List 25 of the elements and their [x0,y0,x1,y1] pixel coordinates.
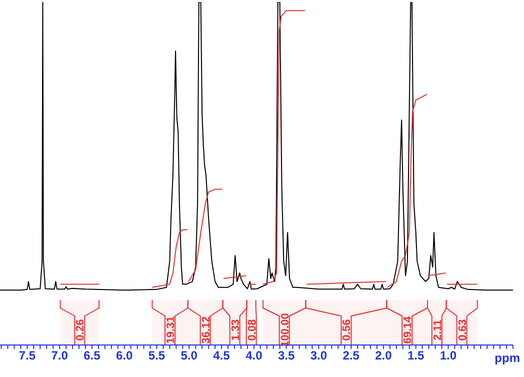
band-label: 100.00 [279,313,292,347]
x-tick-label: 5.5 [148,348,166,363]
x-tick-label: 3.5 [278,348,295,363]
x-tick-label: 4.5 [213,348,230,363]
band-label: 36.12 [200,316,212,344]
x-tick-label: 7.0 [51,348,68,363]
band-label: 0.63 [456,319,469,341]
x-tick-label: 3.0 [310,348,328,363]
band-label: 1.33 [230,319,242,341]
x-tick-label: 6.0 [116,348,134,363]
x-tick-label: 2.5 [342,348,360,363]
x-axis-title: ppm [494,351,520,365]
band-label: 0.08 [246,319,258,341]
band-label: 19.31 [165,316,178,344]
band-label: 2.11 [432,320,444,340]
x-tick-label: 4.0 [246,348,263,363]
x-tick-label: 1.0 [440,348,457,363]
band-label: 0.56 [341,319,354,341]
x-tick-label: 2.0 [375,348,392,363]
x-tick-label: 1.5 [407,348,425,363]
x-tick-label: 7.5 [18,348,36,363]
x-tick-label: 5.0 [180,348,198,363]
band-label: 69.14 [402,315,414,344]
x-tick-label: 6.5 [84,348,101,363]
band-label: 0.26 [74,319,87,341]
